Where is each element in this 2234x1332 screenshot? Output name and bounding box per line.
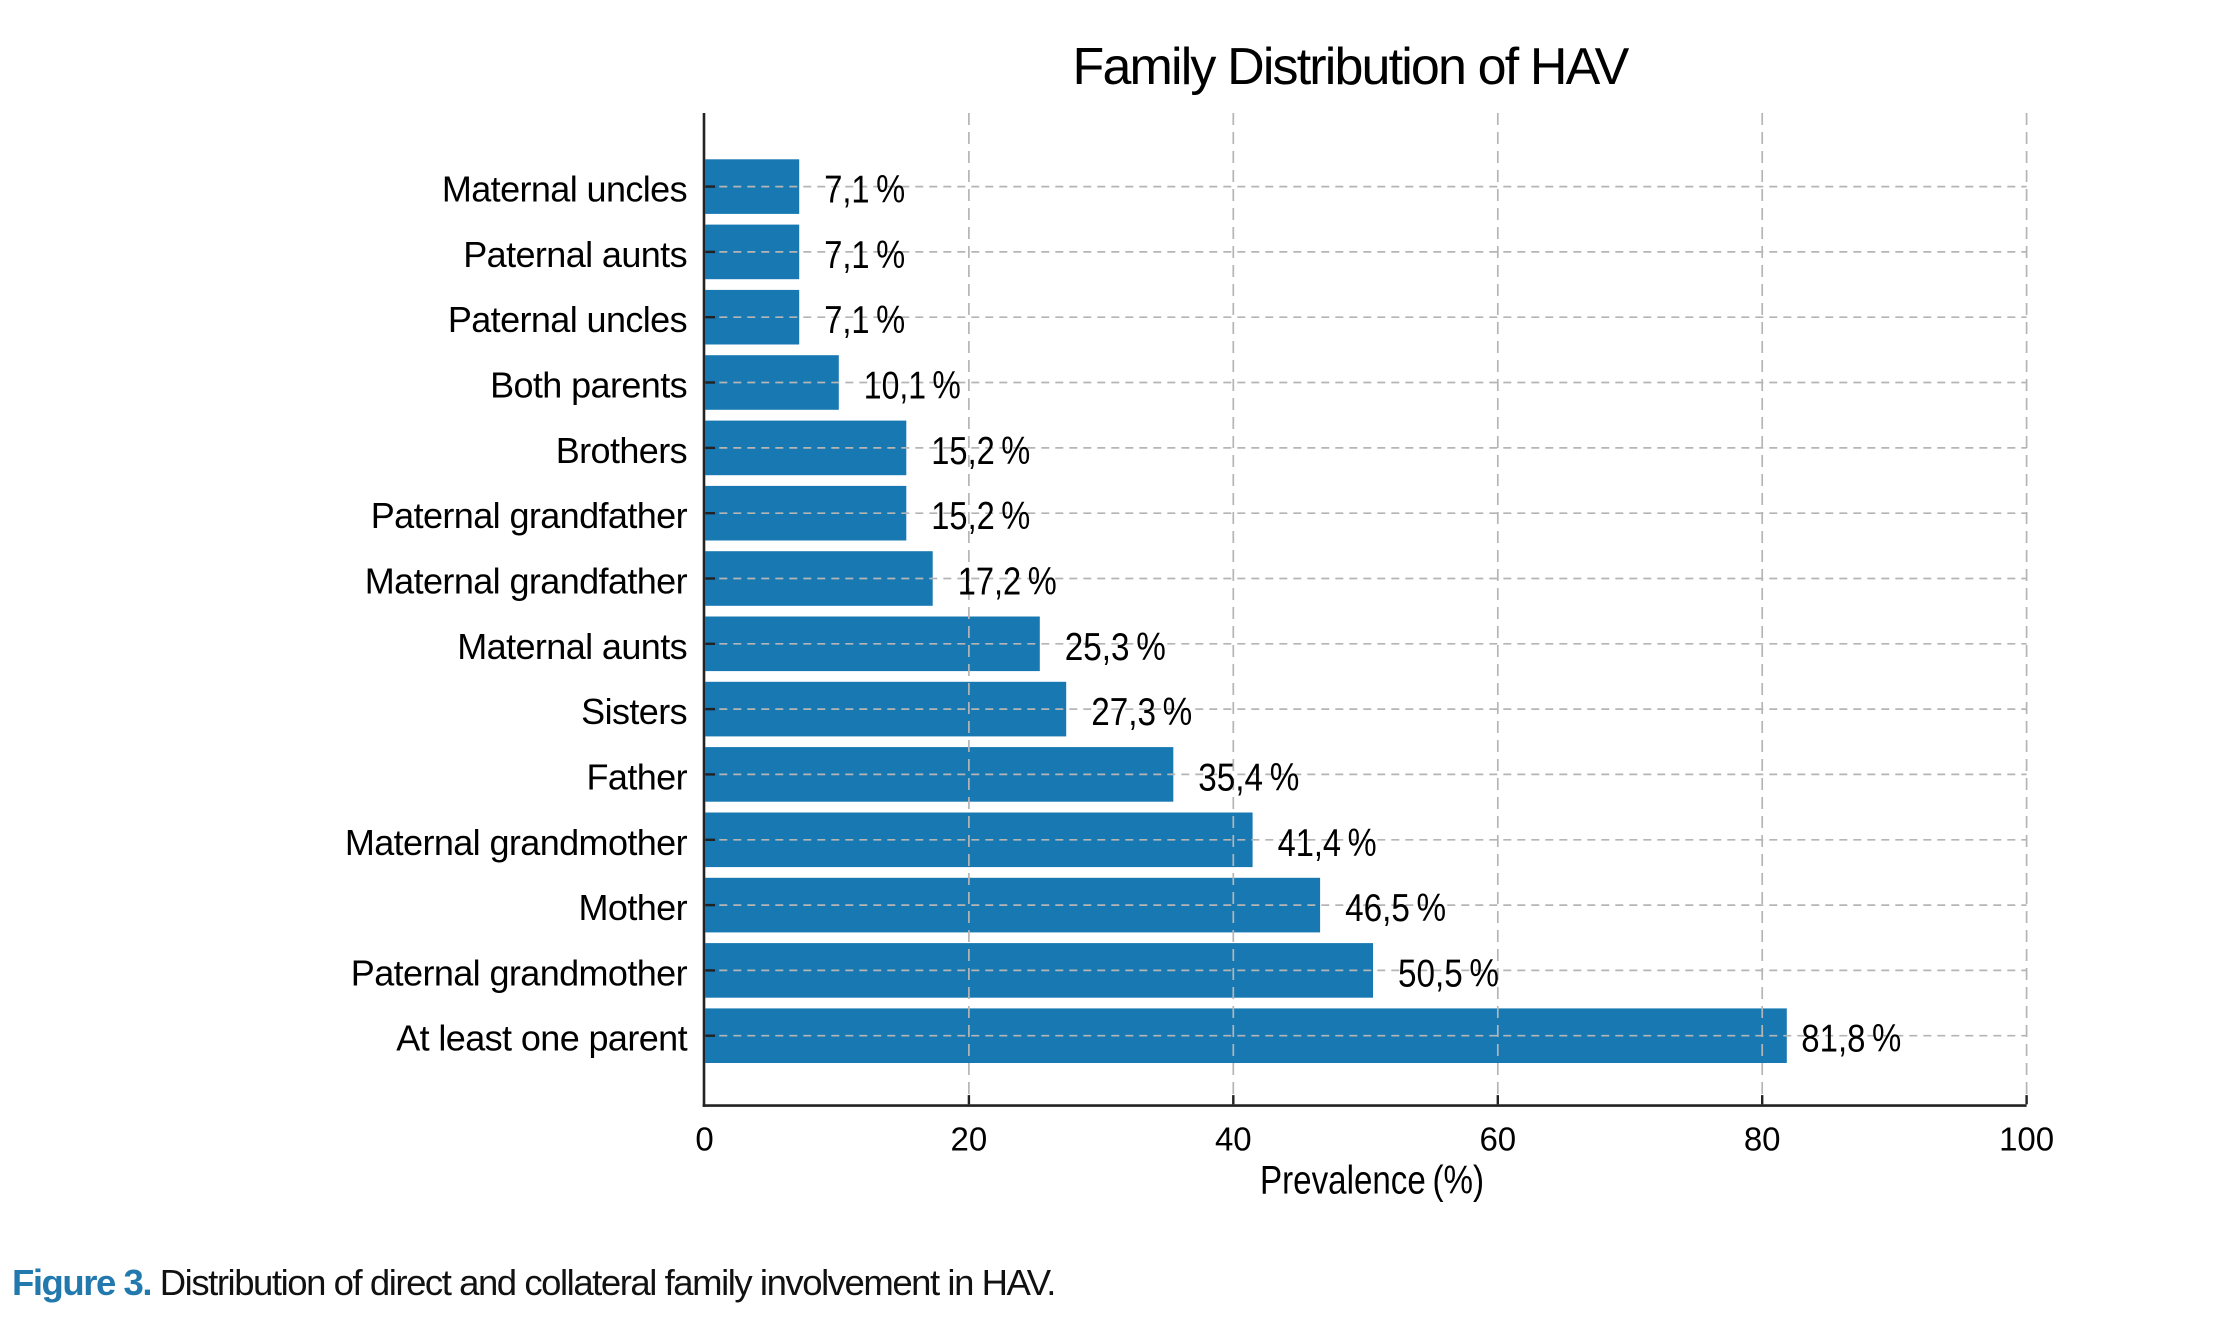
svg-text:Maternal aunts: Maternal aunts: [457, 626, 687, 667]
svg-text:Figure 3. Distribution of dire: Figure 3. Distribution of direct and col…: [12, 1262, 1055, 1303]
svg-text:Mother: Mother: [579, 887, 688, 928]
svg-text:15,2 %: 15,2 %: [931, 430, 1030, 473]
svg-text:20: 20: [951, 1121, 988, 1158]
svg-text:At least one parent: At least one parent: [396, 1018, 687, 1059]
svg-text:Maternal uncles: Maternal uncles: [442, 169, 687, 210]
svg-text:100: 100: [1999, 1121, 2054, 1158]
svg-text:Family Distribution of HAV: Family Distribution of HAV: [1073, 38, 1630, 96]
svg-text:Maternal grandmother: Maternal grandmother: [345, 822, 688, 863]
svg-text:80: 80: [1744, 1121, 1781, 1158]
svg-text:Sisters: Sisters: [581, 691, 687, 732]
svg-text:46,5 %: 46,5 %: [1345, 887, 1446, 930]
svg-text:60: 60: [1479, 1121, 1516, 1158]
svg-text:Prevalence (%): Prevalence (%): [1260, 1158, 1484, 1202]
svg-text:40: 40: [1215, 1121, 1252, 1158]
svg-text:7,1 %: 7,1 %: [824, 234, 905, 277]
svg-text:17,2 %: 17,2 %: [958, 561, 1057, 604]
svg-text:0: 0: [695, 1121, 713, 1158]
svg-text:Father: Father: [587, 756, 688, 797]
svg-text:27,3 %: 27,3 %: [1091, 691, 1192, 734]
svg-text:81,8 %: 81,8 %: [1801, 1018, 1901, 1061]
svg-text:Brothers: Brothers: [556, 430, 687, 471]
svg-text:7,1 %: 7,1 %: [824, 299, 905, 342]
svg-text:15,2 %: 15,2 %: [931, 495, 1030, 538]
svg-text:25,3 %: 25,3 %: [1065, 626, 1166, 669]
svg-text:50,5 %: 50,5 %: [1398, 952, 1499, 995]
svg-text:Paternal uncles: Paternal uncles: [448, 299, 687, 340]
svg-text:7,1 %: 7,1 %: [824, 169, 905, 212]
svg-text:41,4 %: 41,4 %: [1278, 822, 1377, 865]
svg-text:Maternal grandfather: Maternal grandfather: [365, 561, 688, 602]
svg-text:Both parents: Both parents: [490, 365, 687, 406]
svg-text:35,4 %: 35,4 %: [1198, 756, 1299, 799]
svg-text:Paternal grandfather: Paternal grandfather: [371, 495, 688, 536]
svg-text:Paternal grandmother: Paternal grandmother: [351, 952, 688, 993]
svg-text:Paternal aunts: Paternal aunts: [463, 234, 687, 275]
svg-text:10,1 %: 10,1 %: [864, 365, 961, 408]
